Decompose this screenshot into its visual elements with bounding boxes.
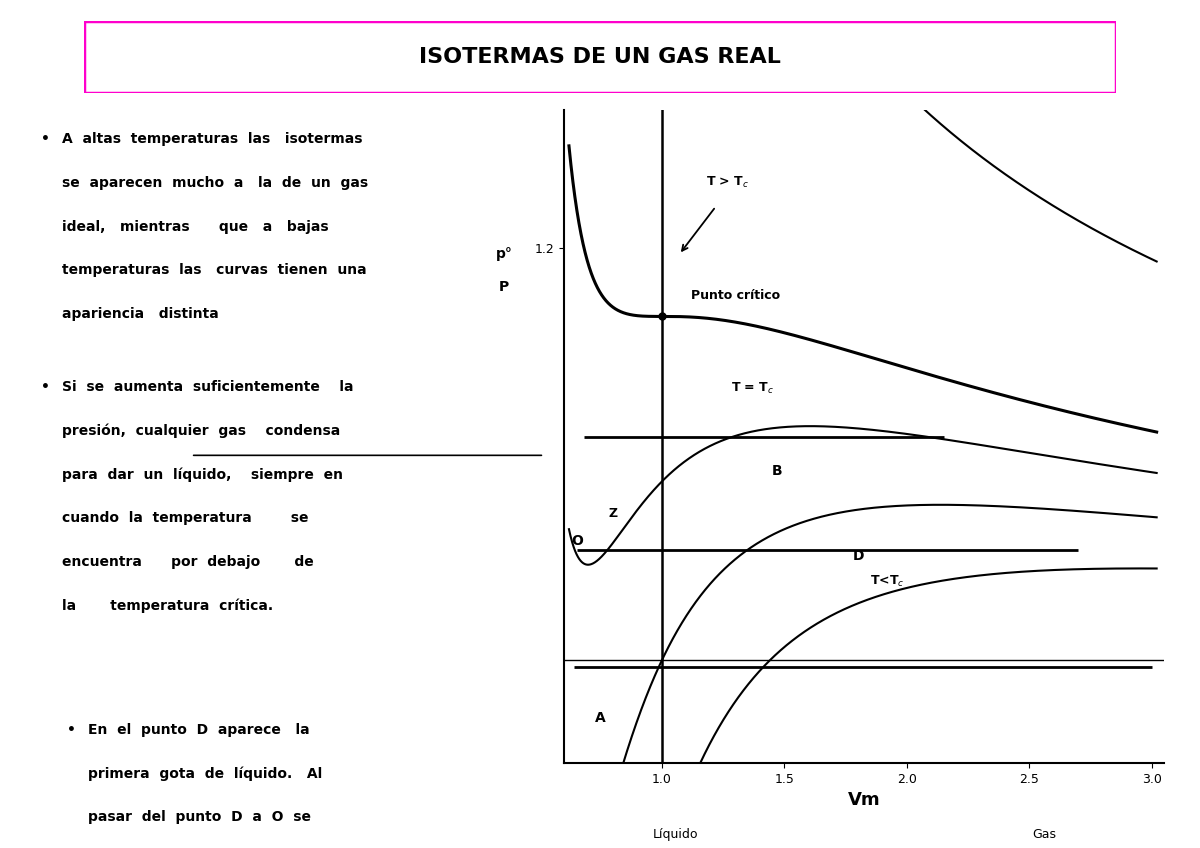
- Text: Punto crítico: Punto crítico: [691, 289, 780, 302]
- Text: P: P: [499, 280, 509, 293]
- Text: •: •: [67, 722, 76, 737]
- Text: T<T$_c$: T<T$_c$: [870, 573, 905, 589]
- Text: T = T$_c$: T = T$_c$: [731, 381, 774, 396]
- Text: ideal,   mientras      que   a   bajas: ideal, mientras que a bajas: [62, 220, 329, 234]
- Text: pasar  del  punto  D  a  O  se: pasar del punto D a O se: [88, 811, 311, 824]
- Text: Gas: Gas: [1032, 828, 1056, 841]
- Text: B: B: [772, 464, 782, 477]
- Text: la       temperatura  crítica.: la temperatura crítica.: [62, 599, 272, 613]
- Text: temperaturas  las   curvas  tienen  una: temperaturas las curvas tienen una: [62, 264, 366, 277]
- Text: Líquido: Líquido: [653, 828, 697, 841]
- Text: T > T$_c$: T > T$_c$: [706, 175, 749, 190]
- Text: •: •: [41, 132, 50, 146]
- Text: O: O: [571, 534, 583, 548]
- X-axis label: Vm: Vm: [847, 791, 881, 810]
- Text: En  el  punto  D  aparece   la: En el punto D aparece la: [88, 722, 310, 737]
- Text: cuando  la  temperatura        se: cuando la temperatura se: [62, 511, 308, 526]
- Text: ISOTERMAS DE UN GAS REAL: ISOTERMAS DE UN GAS REAL: [419, 47, 781, 67]
- Text: primera  gota  de  líquido.   Al: primera gota de líquido. Al: [88, 767, 322, 781]
- Text: A  altas  temperaturas  las   isotermas: A altas temperaturas las isotermas: [62, 132, 362, 146]
- Text: Si  se  aumenta  suficientemente    la: Si se aumenta suficientemente la: [62, 380, 353, 394]
- Text: p°: p°: [496, 247, 512, 261]
- Text: Z: Z: [608, 507, 617, 521]
- Text: se  aparecen  mucho  a   la  de  un  gas: se aparecen mucho a la de un gas: [62, 176, 368, 190]
- Text: apariencia   distinta: apariencia distinta: [62, 307, 218, 321]
- Text: presión,  cualquier  gas    condensa: presión, cualquier gas condensa: [62, 424, 340, 438]
- Text: para  dar  un  líquido,    siempre  en: para dar un líquido, siempre en: [62, 467, 343, 482]
- Text: A: A: [595, 711, 605, 725]
- Text: •: •: [41, 380, 50, 394]
- Text: encuentra      por  debajo       de: encuentra por debajo de: [62, 555, 313, 569]
- FancyBboxPatch shape: [84, 21, 1116, 93]
- Text: D: D: [853, 550, 864, 563]
